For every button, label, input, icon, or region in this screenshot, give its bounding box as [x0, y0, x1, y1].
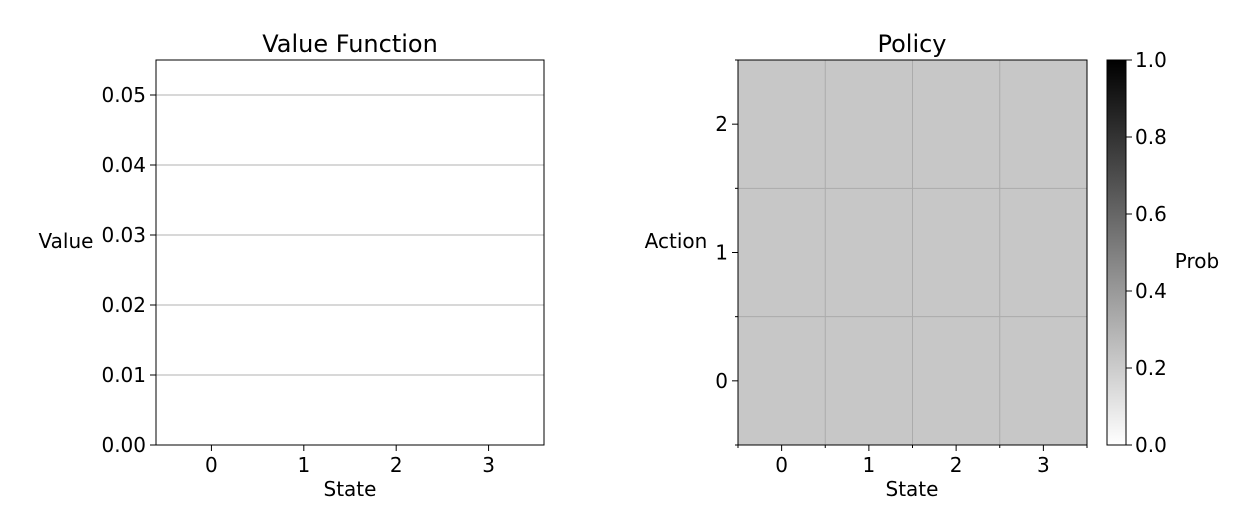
policy-y-ticks: 0 1 2 — [715, 59, 738, 446]
policy-heatmap-cell — [825, 60, 913, 189]
value-x-tick-label: 0 — [205, 453, 218, 477]
policy-x-tick-label: 1 — [863, 453, 876, 477]
value-gridlines — [156, 94, 544, 376]
colorbar-tick-label: 1.0 — [1135, 48, 1167, 72]
value-y-tick-label: 0.03 — [101, 223, 146, 247]
value-y-tick-label: 0.04 — [101, 153, 146, 177]
policy-heatmap-cell — [999, 188, 1088, 318]
policy-heatmap-cell — [912, 188, 1001, 318]
colorbar-tick-label: 0.6 — [1135, 202, 1167, 226]
value-x-tick-label: 2 — [390, 453, 403, 477]
policy-heatmap-cell — [912, 60, 1001, 189]
value-y-tick-label: 0.02 — [101, 293, 146, 317]
colorbar-tick-label: 0.2 — [1135, 356, 1167, 380]
policy-y-tick-label: 1 — [715, 241, 728, 265]
colorbar-tick-label: 0.0 — [1135, 433, 1167, 457]
policy-heatmap-cell — [738, 316, 826, 446]
policy-x-axis-label: State — [886, 477, 939, 500]
value-y-tick-label: 0.01 — [101, 363, 146, 387]
value-y-ticks: 0.00 0.01 0.02 0.03 0.04 0.05 — [101, 83, 156, 457]
policy-x-tick-label: 3 — [1037, 453, 1050, 477]
value-chart: Value Function 0.000.010.020.030.040.05 … — [39, 30, 545, 501]
policy-chart: Policy 0 1 2 0 1 2 3 State Action — [645, 30, 1088, 501]
value-y-axis-label: Value — [39, 229, 94, 253]
policy-y-axis-label: Action — [645, 229, 708, 253]
value-plot-frame — [155, 59, 545, 446]
policy-heatmap-cell — [999, 60, 1088, 189]
value-y-tick-label: 0.05 — [101, 83, 146, 107]
policy-heatmap-cell — [738, 60, 826, 189]
policy-x-tick-label: 0 — [775, 453, 788, 477]
policy-heatmap-cell — [999, 316, 1088, 446]
policy-heatmap-cell — [738, 188, 826, 318]
policy-heatmap-cell — [825, 188, 913, 318]
policy-gridlines — [738, 60, 1087, 445]
policy-heatmap-cell — [825, 316, 913, 446]
value-x-ticks: 0 1 2 3 — [205, 445, 495, 477]
value-y-tick-label: 0.00 — [101, 433, 146, 457]
colorbar-tick-label: 0.4 — [1135, 279, 1167, 303]
policy-x-ticks: 0 1 2 3 — [737, 445, 1088, 477]
policy-heatmap-cells — [738, 60, 1088, 446]
colorbar: 0.0 0.2 0.4 0.6 0.8 1.0 Prob — [1106, 48, 1219, 457]
value-chart-title: Value Function — [262, 30, 438, 58]
policy-heatmap-cell — [912, 316, 1001, 446]
policy-y-tick-label: 2 — [715, 112, 728, 136]
value-x-tick-label: 1 — [297, 453, 310, 477]
policy-chart-title: Policy — [877, 30, 946, 58]
colorbar-label: Prob — [1175, 249, 1219, 273]
policy-x-tick-label: 2 — [950, 453, 963, 477]
colorbar-tick-label: 0.8 — [1135, 125, 1167, 149]
colorbar-ticks: 0.0 0.2 0.4 0.6 0.8 1.0 — [1126, 48, 1167, 457]
policy-y-tick-label: 0 — [715, 369, 728, 393]
value-x-tick-label: 3 — [482, 453, 495, 477]
colorbar-gradient — [1106, 59, 1127, 446]
value-x-axis-label: State — [324, 477, 377, 500]
